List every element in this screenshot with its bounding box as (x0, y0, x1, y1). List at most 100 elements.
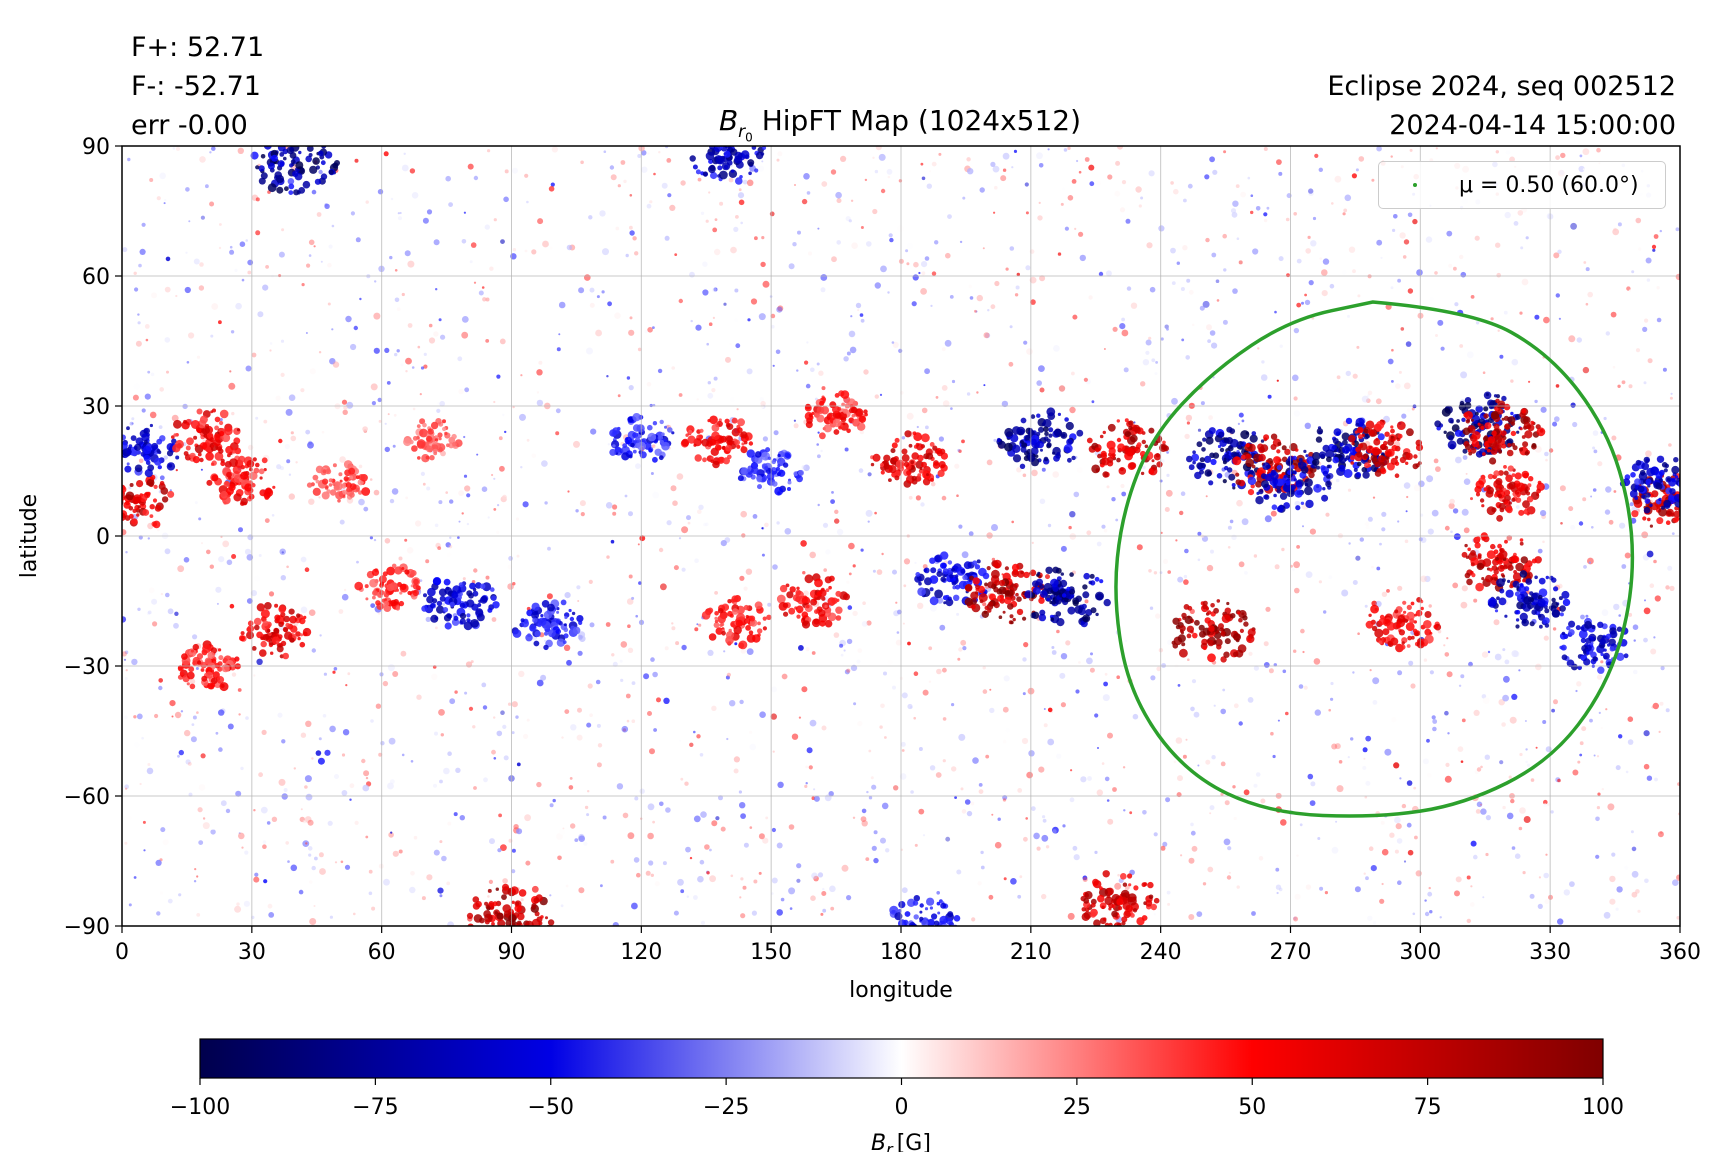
field-speckle (431, 673, 438, 680)
field-speckle (1263, 641, 1269, 647)
field-speckle (1660, 666, 1665, 671)
field-speckle (1466, 918, 1472, 924)
field-speckle (1047, 523, 1052, 528)
field-speckle (679, 739, 682, 742)
field-speckle (1596, 674, 1603, 680)
field-speckle (954, 796, 957, 799)
field-speckle (1031, 469, 1038, 477)
field-speckle (1452, 508, 1459, 514)
field-speckle (1190, 706, 1195, 712)
field-speckle (283, 788, 288, 792)
field-speckle (384, 347, 390, 353)
field-speckle (817, 872, 824, 878)
field-speckle (202, 822, 210, 830)
field-speckle (1190, 822, 1194, 827)
field-speckle (184, 729, 191, 737)
field-speckle (980, 850, 984, 855)
field-speckle (127, 815, 132, 821)
field-speckle (961, 809, 967, 814)
field-speckle (1075, 689, 1080, 694)
field-speckle (1031, 541, 1034, 545)
field-speckle (1270, 731, 1274, 736)
field-speckle (544, 501, 548, 505)
field-speckle (671, 366, 675, 370)
field-speckle (954, 463, 960, 469)
field-speckle (244, 548, 252, 555)
field-speckle (729, 397, 735, 402)
field-speckle (1656, 317, 1662, 323)
field-speckle (1593, 754, 1596, 757)
field-speckle (448, 202, 453, 208)
field-speckle (218, 747, 223, 752)
field-speckle (1466, 875, 1471, 880)
field-speckle (1570, 222, 1577, 230)
field-speckle (1393, 214, 1398, 219)
field-speckle (1343, 208, 1348, 213)
field-speckle (322, 714, 327, 718)
field-speckle (443, 767, 450, 775)
field-speckle (587, 790, 590, 793)
field-speckle (1255, 206, 1261, 211)
field-speckle (931, 161, 937, 167)
field-speckle (135, 340, 142, 347)
field-speckle (1613, 603, 1620, 611)
field-speckle (803, 590, 809, 596)
field-speckle (1563, 889, 1571, 896)
field-speckle (1002, 739, 1007, 744)
field-speckle (396, 307, 401, 311)
field-speckle (840, 653, 844, 657)
field-speckle (805, 782, 808, 785)
field-speckle (1227, 846, 1232, 851)
field-speckle (442, 602, 445, 606)
field-speckle (899, 773, 907, 780)
field-speckle (341, 753, 346, 757)
field-speckle (1403, 860, 1407, 863)
field-speckle (635, 463, 641, 469)
field-speckle (390, 831, 393, 834)
field-speckle (1600, 726, 1603, 730)
field-speckle (762, 837, 769, 844)
field-speckle (821, 725, 827, 731)
field-speckle (879, 393, 883, 396)
field-speckle (557, 855, 562, 861)
field-speckle (1190, 830, 1196, 836)
field-speckle (566, 244, 573, 251)
field-speckle (678, 393, 683, 397)
field-speckle (942, 717, 947, 721)
field-speckle (929, 765, 936, 771)
field-speckle (1067, 146, 1071, 150)
field-speckle (1537, 903, 1543, 910)
field-speckle (1072, 845, 1078, 851)
field-speckle (197, 807, 203, 813)
field-speckle (1460, 271, 1467, 278)
field-speckle (887, 175, 891, 179)
field-speckle (1171, 397, 1178, 405)
field-speckle (1503, 675, 1510, 683)
field-speckle (1270, 510, 1277, 517)
field-speckle (1476, 801, 1483, 808)
field-speckle (1238, 561, 1245, 568)
field-speckle (1280, 819, 1287, 826)
field-speckle (1106, 799, 1110, 802)
field-speckle (739, 575, 745, 581)
field-speckle (693, 895, 698, 900)
field-speckle (740, 648, 747, 654)
field-speckle (959, 240, 963, 244)
field-speckle (1209, 156, 1215, 163)
field-speckle (945, 252, 951, 259)
field-speckle (1293, 561, 1300, 569)
field-speckle (1656, 286, 1660, 290)
field-speckle (1667, 565, 1673, 571)
field-speckle (1308, 188, 1314, 194)
field-speckle (308, 853, 312, 857)
field-speckle (614, 312, 621, 320)
field-speckle (438, 500, 443, 505)
field-speckle (380, 741, 385, 746)
field-speckle (237, 147, 244, 154)
field-speckle (771, 827, 777, 833)
field-region (306, 460, 371, 503)
field-speckle (1487, 650, 1491, 654)
field-speckle (796, 369, 799, 372)
field-speckle (1357, 632, 1360, 635)
field-speckle (1057, 252, 1062, 256)
